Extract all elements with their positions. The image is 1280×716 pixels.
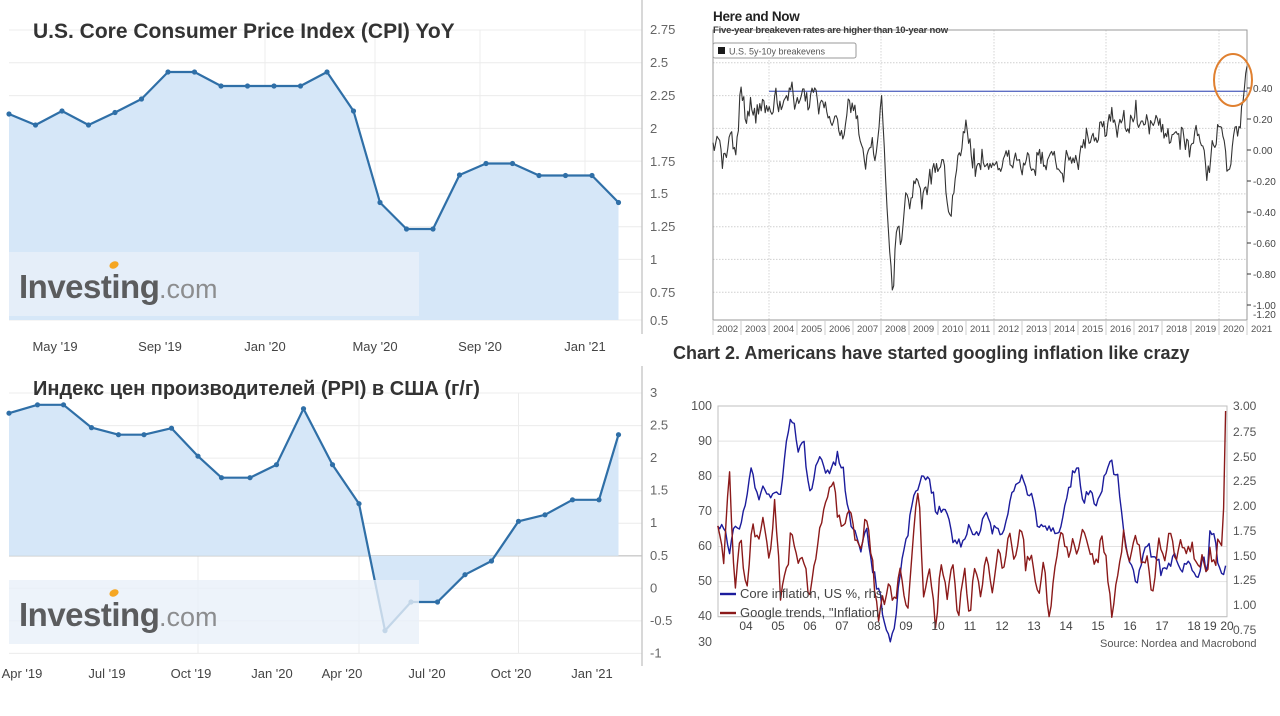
svg-text:2012: 2012 bbox=[998, 324, 1019, 335]
svg-text:-0.80: -0.80 bbox=[1253, 270, 1276, 281]
svg-text:14: 14 bbox=[1059, 619, 1073, 633]
svg-text:2.75: 2.75 bbox=[1233, 425, 1257, 439]
svg-text:Five-year breakeven rates are: Five-year breakeven rates are higher tha… bbox=[713, 25, 949, 36]
svg-text:Oct '19: Oct '19 bbox=[171, 666, 212, 681]
svg-text:Here and Now: Here and Now bbox=[713, 9, 800, 24]
svg-text:0.00: 0.00 bbox=[1253, 146, 1273, 157]
svg-text:2013: 2013 bbox=[1026, 324, 1047, 335]
svg-text:-0.40: -0.40 bbox=[1253, 208, 1276, 219]
svg-text:17: 17 bbox=[1155, 619, 1169, 633]
svg-text:.com: .com bbox=[159, 602, 218, 632]
svg-text:12: 12 bbox=[995, 619, 1009, 633]
svg-text:2003: 2003 bbox=[745, 324, 766, 335]
svg-text:2015: 2015 bbox=[1082, 324, 1103, 335]
svg-text:60: 60 bbox=[698, 539, 712, 553]
svg-text:-1.20: -1.20 bbox=[1253, 310, 1276, 321]
svg-text:Oct '20: Oct '20 bbox=[491, 666, 532, 681]
svg-text:2019: 2019 bbox=[1195, 324, 1216, 335]
svg-text:10: 10 bbox=[931, 619, 945, 633]
svg-text:30: 30 bbox=[698, 635, 712, 649]
svg-text:09: 09 bbox=[899, 619, 913, 633]
svg-text:18: 18 bbox=[1187, 619, 1201, 633]
svg-text:Jan '21: Jan '21 bbox=[571, 666, 613, 681]
svg-text:Apr '20: Apr '20 bbox=[322, 666, 363, 681]
svg-text:Jan '21: Jan '21 bbox=[564, 339, 606, 354]
svg-text:20: 20 bbox=[1220, 619, 1234, 633]
svg-text:-0.20: -0.20 bbox=[1253, 177, 1276, 188]
svg-text:50: 50 bbox=[698, 574, 712, 588]
svg-text:2021: 2021 bbox=[1251, 324, 1272, 335]
svg-text:Jul '20: Jul '20 bbox=[408, 666, 445, 681]
svg-text:11: 11 bbox=[964, 619, 977, 633]
svg-text:04: 04 bbox=[739, 619, 753, 633]
svg-text:2016: 2016 bbox=[1110, 324, 1131, 335]
svg-text:40: 40 bbox=[698, 609, 712, 623]
svg-text:1.25: 1.25 bbox=[1233, 573, 1257, 587]
svg-text:-0.60: -0.60 bbox=[1253, 239, 1276, 250]
svg-text:2.25: 2.25 bbox=[1233, 474, 1257, 488]
svg-text:1.00: 1.00 bbox=[1233, 598, 1257, 612]
svg-text:2020: 2020 bbox=[1223, 324, 1244, 335]
svg-text:Apr '19: Apr '19 bbox=[2, 666, 43, 681]
svg-text:2008: 2008 bbox=[885, 324, 906, 335]
svg-text:2007: 2007 bbox=[857, 324, 878, 335]
svg-text:U.S. 5y-10y breakevens: U.S. 5y-10y breakevens bbox=[729, 47, 826, 57]
svg-text:2006: 2006 bbox=[829, 324, 850, 335]
svg-text:2018: 2018 bbox=[1166, 324, 1187, 335]
svg-text:Sep '20: Sep '20 bbox=[458, 339, 502, 354]
svg-text:May '20: May '20 bbox=[352, 339, 397, 354]
svg-text:2002: 2002 bbox=[717, 324, 738, 335]
svg-text:Google trends, "Inflation": Google trends, "Inflation" bbox=[740, 605, 884, 620]
svg-text:2.50: 2.50 bbox=[1233, 450, 1257, 464]
svg-text:16: 16 bbox=[1123, 619, 1137, 633]
svg-text:Jan '20: Jan '20 bbox=[244, 339, 286, 354]
svg-text:3.00: 3.00 bbox=[1233, 399, 1257, 413]
svg-text:07: 07 bbox=[835, 619, 849, 633]
svg-text:06: 06 bbox=[803, 619, 817, 633]
svg-text:1.75: 1.75 bbox=[1233, 524, 1257, 538]
svg-text:Investing: Investing bbox=[19, 596, 159, 633]
svg-text:Core inflation, US %, rhs: Core inflation, US %, rhs bbox=[740, 586, 883, 601]
svg-text:05: 05 bbox=[771, 619, 785, 633]
svg-text:Sep '19: Sep '19 bbox=[138, 339, 182, 354]
svg-text:2010: 2010 bbox=[942, 324, 963, 335]
svg-text:15: 15 bbox=[1091, 619, 1105, 633]
svg-text:Investing: Investing bbox=[19, 268, 159, 305]
svg-text:19: 19 bbox=[1203, 619, 1217, 633]
svg-text:100: 100 bbox=[691, 399, 712, 413]
svg-text:0.40: 0.40 bbox=[1253, 84, 1273, 95]
svg-text:2017: 2017 bbox=[1138, 324, 1159, 335]
svg-text:Jul '19: Jul '19 bbox=[88, 666, 125, 681]
svg-text:13: 13 bbox=[1027, 619, 1041, 633]
svg-text:2009: 2009 bbox=[913, 324, 934, 335]
svg-text:2005: 2005 bbox=[801, 324, 822, 335]
svg-text:Jan '20: Jan '20 bbox=[251, 666, 293, 681]
svg-text:0.20: 0.20 bbox=[1253, 115, 1273, 126]
svg-text:2011: 2011 bbox=[970, 324, 990, 335]
svg-text:90: 90 bbox=[698, 434, 712, 448]
svg-text:2004: 2004 bbox=[773, 324, 794, 335]
svg-text:2014: 2014 bbox=[1054, 324, 1075, 335]
svg-text:2.00: 2.00 bbox=[1233, 499, 1257, 513]
svg-text:80: 80 bbox=[698, 469, 712, 483]
svg-text:08: 08 bbox=[867, 619, 881, 633]
svg-text:70: 70 bbox=[698, 504, 712, 518]
svg-text:1.50: 1.50 bbox=[1233, 549, 1257, 563]
svg-text:.com: .com bbox=[159, 274, 218, 304]
svg-text:May '19: May '19 bbox=[32, 339, 77, 354]
